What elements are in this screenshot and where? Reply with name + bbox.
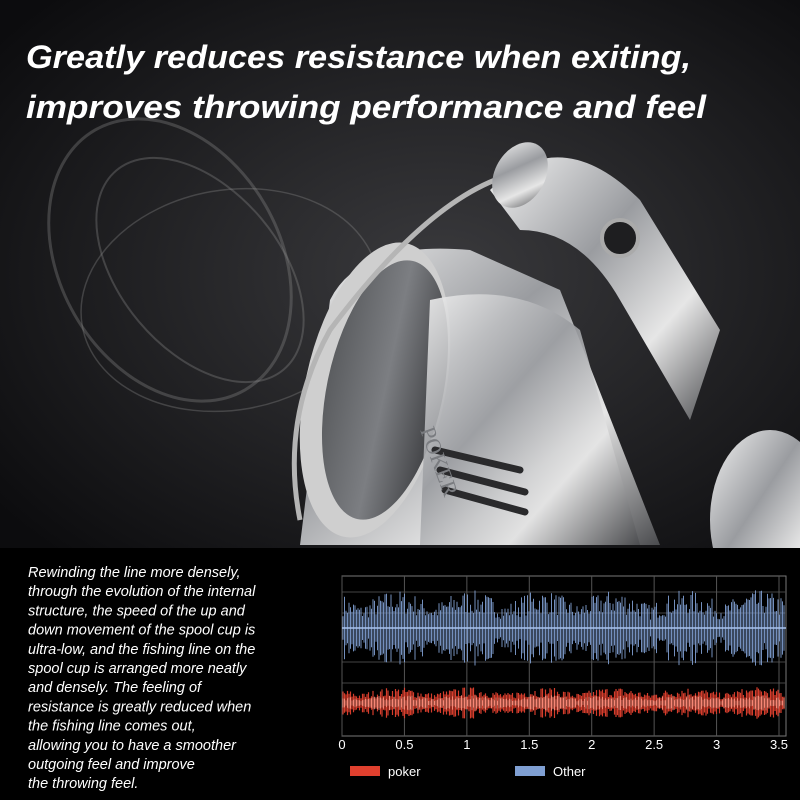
legend-label: Other — [553, 764, 586, 779]
description-line: outgoing feel and improve — [28, 757, 195, 773]
x-tick-label: 2 — [588, 737, 595, 752]
description-line: the fishing line comes out, — [28, 719, 196, 735]
description-line: allowing you to have a smoother — [28, 738, 237, 754]
legend-label: poker — [388, 764, 421, 779]
description-line: down movement of the spool cup is — [28, 623, 255, 639]
x-tick-label: 0 — [338, 737, 345, 752]
waveform — [342, 695, 785, 711]
x-tick-label: 2.5 — [645, 737, 663, 752]
description-line: resistance is greatly reduced when — [28, 699, 251, 715]
description: Rewinding the line more densely, through … — [28, 565, 256, 792]
x-tick-label: 1 — [463, 737, 470, 752]
description-line: structure, the speed of the up and — [28, 603, 246, 619]
description-line: the throwing feel. — [28, 776, 138, 792]
x-tick-label: 3 — [713, 737, 720, 752]
headline: improves throwing performance and feel — [26, 89, 707, 125]
description-line: spool cup is arranged more neatly — [28, 661, 247, 677]
chart: 0 0.5 1 1.5 2 2.5 3 3.5 poker Other — [338, 576, 788, 779]
x-tick-label: 0.5 — [395, 737, 413, 752]
headline: Greatly reduces resistance when exiting, — [26, 39, 691, 75]
x-tick-label: 3.5 — [770, 737, 788, 752]
description-line: and densely. The feeling of — [28, 680, 203, 696]
description-line: through the evolution of the internal — [28, 584, 256, 600]
x-tick-label: 1.5 — [520, 737, 538, 752]
description-line: ultra-low, and the fishing line on the — [28, 642, 255, 658]
description-line: Rewinding the line more densely, — [28, 565, 241, 581]
legend-swatch — [350, 766, 380, 776]
legend-swatch — [515, 766, 545, 776]
